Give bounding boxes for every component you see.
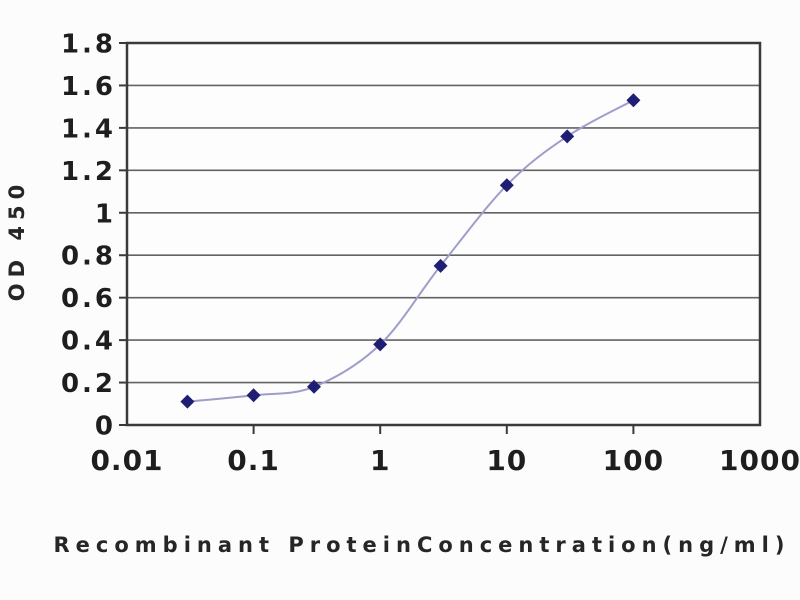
data-point-marker [180,394,195,409]
gridlines [125,41,762,427]
data-point-marker [373,337,388,352]
y-tick-label: 0.4 [61,327,116,357]
series-line [187,99,634,403]
y-axis-title: OD 450 [5,179,29,301]
y-tick-label: 1.8 [61,30,116,60]
y-tick-label: 0.2 [61,369,116,399]
y-tick-label: 0 [95,412,116,442]
plot-border [125,41,762,427]
data-point-marker [246,388,261,403]
plot-area [127,43,760,425]
data-series [180,93,641,409]
x-tick-label: 100 [603,444,664,477]
data-point-marker [626,93,641,108]
x-tick-label: 10 [486,444,527,477]
data-point-marker [499,178,514,193]
data-point-marker [560,129,575,144]
axis-ticks [119,42,635,434]
x-tick-label: 0.1 [227,444,280,477]
y-tick-label: 1.4 [61,114,116,144]
y-tick-label: 1.6 [61,72,116,102]
x-tick-label: 1 [370,444,390,477]
x-tick-label: 0.01 [90,444,163,477]
data-point-marker [307,379,322,394]
y-tick-label: 1.2 [61,157,116,187]
y-tick-label: 0.6 [61,284,116,314]
x-tick-label: 1000 [719,444,800,477]
data-point-marker [433,258,448,273]
x-axis-title: Recombinant ProteinConcentration(ng/ml) [54,533,791,557]
y-tick-label: 1 [95,199,116,229]
y-tick-label: 0.8 [61,242,116,272]
tick-labels: 0 0.2 0.4 0.6 0.8 1 1.2 1.4 1.6 1.8 0.01 0.1 1 10 100 1… [61,30,800,478]
